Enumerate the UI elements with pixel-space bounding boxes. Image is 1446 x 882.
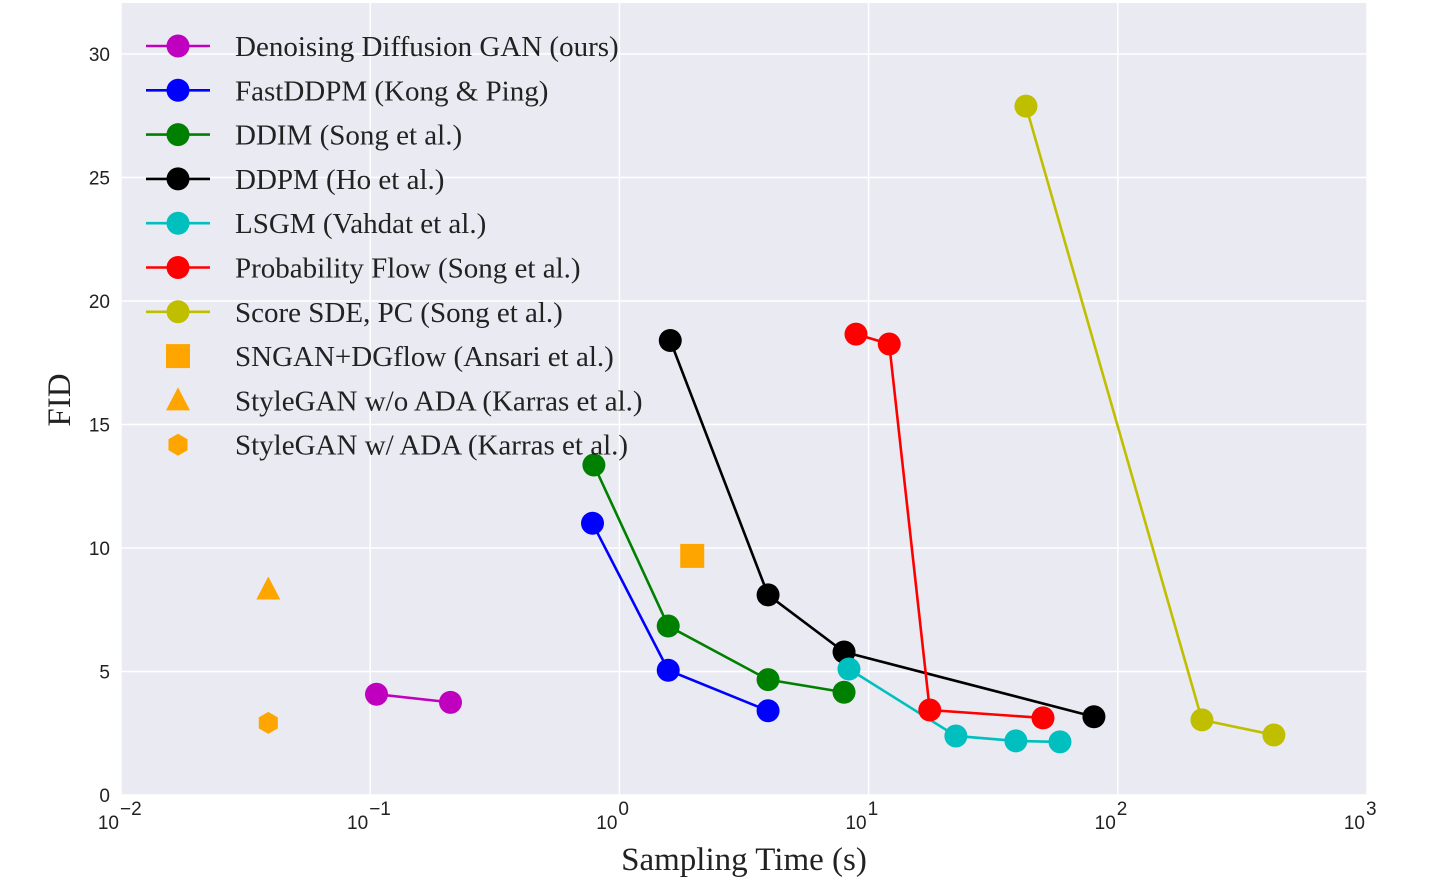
- data-point: [837, 657, 861, 681]
- x-tick-label: 10: [347, 813, 368, 834]
- legend-item: DDIM (Song et al.): [146, 120, 462, 152]
- y-axis-label: FID: [42, 373, 78, 426]
- legend-marker: [166, 344, 190, 369]
- legend-item: Denoising Diffusion GAN (ours): [146, 31, 619, 63]
- legend-item: Score SDE, PC (Song et al.): [146, 297, 563, 329]
- data-point: [656, 614, 680, 638]
- data-point: [756, 583, 780, 607]
- legend-label: DDPM (Ho et al.): [235, 164, 444, 196]
- data-point: [756, 699, 780, 723]
- legend-label: LSGM (Vahdat et al.): [235, 208, 486, 240]
- legend-marker: [166, 211, 190, 235]
- legend-marker: [166, 387, 190, 411]
- legend-item: FastDDPM (Kong & Ping): [146, 75, 548, 107]
- x-tick-label: 10: [98, 813, 119, 834]
- data-point: [1031, 706, 1055, 730]
- data-point: [582, 453, 606, 477]
- data-point: [365, 682, 389, 706]
- legend-label: FastDDPM (Kong & Ping): [235, 75, 548, 107]
- data-point: [944, 724, 968, 748]
- series-line: [855, 332, 1044, 720]
- x-tick-exponent: 1: [868, 799, 879, 820]
- legend-label: Probability Flow (Song et al.): [235, 253, 581, 285]
- series-7: [680, 543, 705, 568]
- series-2: [582, 453, 856, 704]
- data-point: [256, 576, 281, 600]
- series-5: [844, 322, 1055, 730]
- series-line: [592, 464, 845, 694]
- y-tick-label: 0: [99, 786, 110, 807]
- plot-background: [121, 3, 1367, 795]
- legend-marker: [166, 256, 190, 279]
- x-tick-exponent: 3: [1366, 799, 1377, 820]
- legend-label: StyleGAN w/o ADA (Karras et al.): [235, 385, 643, 417]
- x-tick-exponent: −2: [120, 799, 142, 820]
- legend-item: SNGAN+DGflow (Ansari et al.): [166, 341, 614, 373]
- series-line: [848, 667, 1060, 744]
- legend-item: DDPM (Ho et al.): [146, 164, 444, 196]
- data-point: [1262, 723, 1286, 747]
- x-tick-exponent: 0: [618, 799, 629, 820]
- y-tick-label: 25: [89, 169, 110, 190]
- data-point: [1082, 705, 1106, 729]
- data-point: [1190, 708, 1214, 732]
- series-0: [365, 682, 462, 714]
- data-point: [680, 543, 705, 568]
- legend-marker: [166, 123, 190, 147]
- x-tick-exponent: 2: [1117, 799, 1128, 820]
- legend-label: SNGAN+DGflow (Ansari et al.): [235, 341, 614, 373]
- data-point: [438, 690, 462, 714]
- legend-marker: [168, 433, 188, 456]
- data-point: [844, 322, 868, 346]
- y-tick-label: 30: [89, 45, 110, 66]
- legend-marker: [166, 167, 190, 191]
- legend-item: Probability Flow (Song et al.): [146, 253, 581, 285]
- legend-marker: [166, 34, 190, 58]
- legend-label: StyleGAN w/ ADA (Karras et al.): [235, 430, 628, 462]
- series-1: [581, 511, 780, 723]
- series-3: [658, 329, 1106, 729]
- legend-label: Score SDE, PC (Song et al.): [235, 297, 563, 329]
- series-6: [1014, 94, 1286, 747]
- data-point: [832, 680, 856, 704]
- x-tick-exponent: −1: [369, 799, 391, 820]
- legend-marker: [166, 300, 190, 324]
- data-point: [258, 711, 278, 734]
- legend-marker: [166, 78, 190, 102]
- y-tick-label: 20: [89, 292, 110, 313]
- series-8: [256, 576, 281, 600]
- y-tick-label: 5: [99, 663, 110, 684]
- data-point: [581, 511, 605, 535]
- x-tick-label: 10: [1344, 813, 1365, 834]
- data-point: [1014, 94, 1038, 118]
- y-tick-label: 15: [89, 416, 110, 437]
- x-tick-label: 10: [845, 813, 866, 834]
- series-9: [258, 711, 278, 734]
- x-tick-label: 10: [596, 813, 617, 834]
- x-axis-label: Sampling Time (s): [621, 842, 867, 878]
- legend-item: StyleGAN w/o ADA (Karras et al.): [166, 385, 643, 417]
- data-point: [658, 329, 682, 353]
- legend-label: Denoising Diffusion GAN (ours): [235, 31, 619, 63]
- legend-item: StyleGAN w/ ADA (Karras et al.): [168, 430, 628, 462]
- data-point: [1004, 729, 1028, 753]
- series-4: [837, 657, 1072, 754]
- data-point: [756, 668, 780, 692]
- data-point: [656, 658, 680, 682]
- legend-item: LSGM (Vahdat et al.): [146, 208, 486, 240]
- legend-label: DDIM (Song et al.): [235, 120, 462, 152]
- series-line: [669, 340, 1095, 718]
- x-tick-label: 10: [1095, 813, 1116, 834]
- series-line: [376, 692, 451, 704]
- data-point: [1048, 730, 1072, 754]
- y-tick-label: 10: [89, 539, 110, 560]
- data-point: [918, 698, 942, 722]
- data-point: [877, 332, 901, 356]
